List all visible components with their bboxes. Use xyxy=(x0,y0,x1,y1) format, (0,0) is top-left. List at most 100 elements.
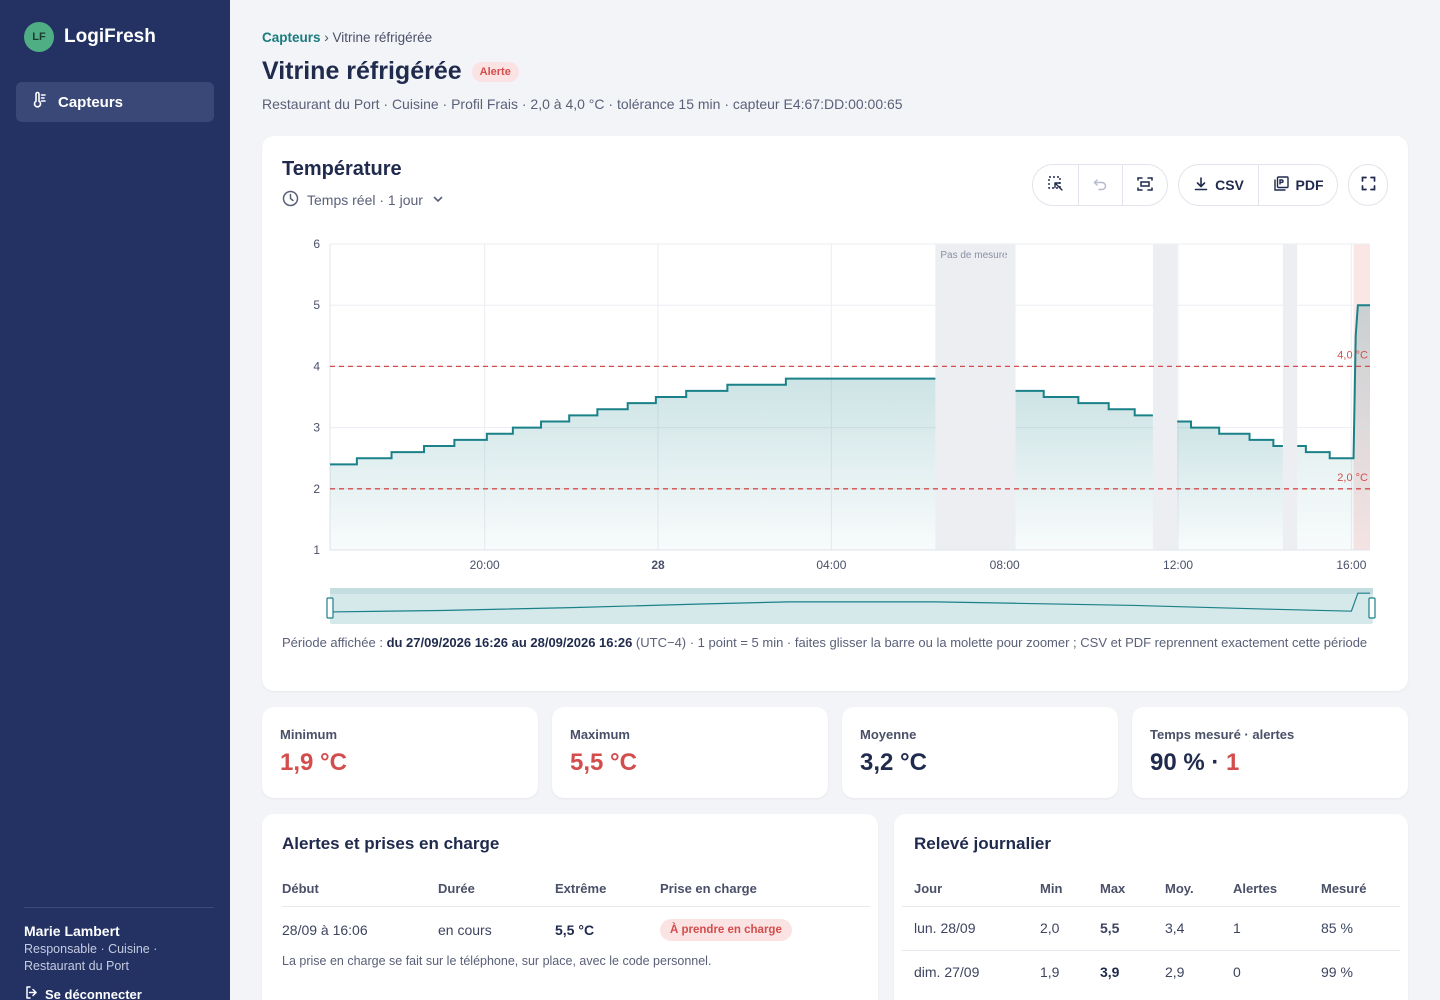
column-header: Min xyxy=(1040,881,1063,896)
x-tick-label: 16:00 xyxy=(1336,558,1366,572)
temperature-area xyxy=(330,378,936,550)
threshold-label: 2,0 °C xyxy=(1337,472,1368,484)
sidebar-item-label: Capteurs xyxy=(58,93,124,111)
stat-label: Minimum xyxy=(280,727,338,742)
chart-footnote: Période affichée : du 27/09/2026 16:26 a… xyxy=(282,633,1392,652)
sidebar-item-capteurs[interactable]: Capteurs xyxy=(16,82,214,122)
alerts-cell: 1 xyxy=(1233,920,1241,936)
temperature-line xyxy=(1297,304,1370,460)
temperature-line xyxy=(1177,420,1283,447)
max-cell: 3,9 xyxy=(1100,964,1120,980)
breadcrumb-separator: › xyxy=(324,30,329,45)
no-data-band xyxy=(1282,244,1298,550)
select-zoom-button[interactable] xyxy=(1033,165,1078,205)
column-header: Mesuré xyxy=(1321,881,1367,896)
alert-extreme: 5,5 °C xyxy=(555,922,595,938)
status-badge: Alerte xyxy=(471,61,519,82)
column-header: Max xyxy=(1100,881,1126,896)
user-block: Marie Lambert Responsable · Cuisine · Re… xyxy=(24,923,214,975)
x-tick-label: 12:00 xyxy=(1163,558,1193,572)
brand-logo: LF xyxy=(24,22,54,52)
temperature-line xyxy=(330,377,936,466)
download-icon xyxy=(1193,176,1209,195)
breadcrumb-link-capteurs[interactable]: Capteurs xyxy=(262,30,321,45)
navigator-handle[interactable] xyxy=(326,597,334,619)
select-area-icon xyxy=(1047,175,1064,195)
undo-icon xyxy=(1092,176,1108,195)
daily-card: Relevé journalier Jour Min Max Moy. Aler… xyxy=(894,814,1408,1000)
navigator-background xyxy=(330,588,1373,624)
logout-icon xyxy=(24,985,39,1000)
breadcrumb-current: Vitrine réfrigérée xyxy=(332,30,433,45)
breadcrumb: Capteurs › Vitrine réfrigérée xyxy=(262,30,432,45)
alerts-note: La prise en charge se fait sur le téléph… xyxy=(282,954,712,968)
pdf-label: PDF xyxy=(1295,177,1324,193)
export-pdf-button[interactable]: PDF xyxy=(1258,165,1337,205)
export-csv-button[interactable]: CSV xyxy=(1179,165,1258,205)
alert-duration: en cours xyxy=(438,922,492,938)
avg-cell: 3,4 xyxy=(1165,920,1185,936)
stat-value: 3,2 °C xyxy=(860,749,927,776)
logout-label: Se déconnecter xyxy=(45,986,142,1000)
alerts-count: 1 xyxy=(1226,749,1240,776)
column-header: Moy. xyxy=(1165,881,1194,896)
no-data-band xyxy=(1152,244,1178,550)
stat-label: Moyenne xyxy=(860,727,917,742)
thermometer-icon xyxy=(30,91,48,114)
stat-card-measured: Temps mesuré · alertes 90 % · 1 xyxy=(1132,707,1408,798)
sidebar-divider xyxy=(24,907,214,908)
measured-cell: 99 % xyxy=(1321,964,1353,980)
user-role: Responsable · Cuisine · xyxy=(24,942,158,956)
undo-zoom-button[interactable] xyxy=(1077,165,1123,205)
footnote-suffix: (UTC−4) · 1 point = 5 min · faites gliss… xyxy=(632,635,1368,650)
y-tick-label: 6 xyxy=(313,237,320,251)
range-label: Temps réel · 1 jour xyxy=(307,192,423,208)
alerts-cell: 0 xyxy=(1233,964,1241,980)
temperature-area xyxy=(1177,421,1283,550)
temperature-card: Température Temps réel · 1 jour xyxy=(262,136,1408,691)
max-cell: 5,5 xyxy=(1100,920,1120,936)
stat-separator: · xyxy=(1204,749,1227,776)
x-tick-label: 28 xyxy=(651,558,665,572)
stat-label: Temps mesuré · alertes xyxy=(1150,727,1295,742)
take-charge-badge[interactable]: À prendre en charge xyxy=(660,919,792,941)
csv-label: CSV xyxy=(1215,177,1244,193)
brand-name: LogiFresh xyxy=(64,26,156,47)
stat-card-average: Moyenne 3,2 °C xyxy=(842,707,1118,798)
x-tick-label: 04:00 xyxy=(816,558,846,572)
footnote-period: du 27/09/2026 16:26 au 28/09/2026 16:26 xyxy=(386,635,633,650)
column-header: Jour xyxy=(914,881,943,896)
table-divider xyxy=(902,950,1400,951)
temperature-area xyxy=(1015,390,1153,550)
fit-view-button[interactable] xyxy=(1122,165,1167,205)
y-tick-label: 3 xyxy=(313,421,320,435)
stat-value: 5,5 °C xyxy=(570,749,637,776)
fullscreen-button[interactable] xyxy=(1361,165,1376,205)
navigator-handle[interactable] xyxy=(1368,597,1376,619)
range-select[interactable]: Temps réel · 1 jour xyxy=(282,190,445,210)
export-tools: CSV PDF xyxy=(1178,164,1338,206)
daily-title: Relevé journalier xyxy=(914,834,1052,853)
chevron-down-icon xyxy=(431,192,445,209)
sidebar: LF LogiFresh Capteurs Marie Lambert Resp… xyxy=(0,0,230,1000)
table-divider xyxy=(902,906,1400,907)
temperature-chart[interactable]: Pas de mesure 1 2 3 4 5 6 20:00 28 04:00 08:00 12:0… xyxy=(262,136,1408,631)
zoom-tools xyxy=(1032,164,1168,206)
y-tick-label: 2 xyxy=(313,482,320,496)
user-site: Restaurant du Port xyxy=(24,959,129,973)
day-cell: dim. 27/09 xyxy=(914,964,980,980)
chart-title: Température xyxy=(282,158,402,180)
navigator-line xyxy=(329,592,1370,613)
stat-card-maximum: Maximum 5,5 °C xyxy=(552,707,828,798)
min-cell: 1,9 xyxy=(1040,964,1060,980)
page-title: Vitrine réfrigérée xyxy=(262,57,462,85)
stat-value: 90 % · 1 xyxy=(1150,749,1239,777)
user-name: Marie Lambert xyxy=(24,923,120,939)
pdf-icon xyxy=(1273,175,1290,195)
logout-link[interactable]: Se déconnecter xyxy=(24,985,142,1000)
stat-label: Maximum xyxy=(570,727,630,742)
brand[interactable]: LF LogiFresh xyxy=(24,22,156,52)
alert-start: 28/09 à 16:06 xyxy=(282,922,368,938)
column-header: Début xyxy=(282,881,319,896)
page-title-row: Vitrine réfrigérée Alerte xyxy=(262,57,519,86)
